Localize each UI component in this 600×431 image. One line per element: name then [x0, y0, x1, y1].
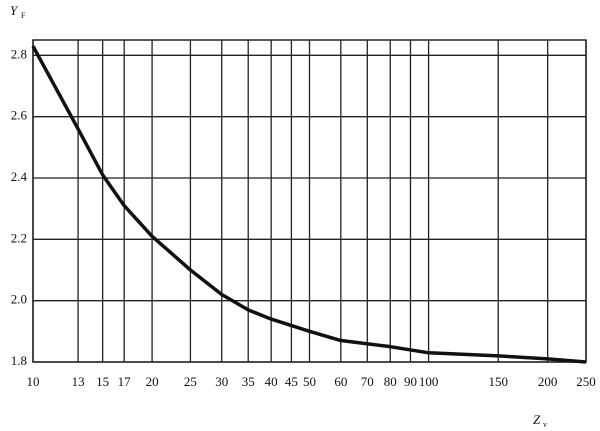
y-axis-label: Y [10, 3, 19, 18]
x-tick-label: 40 [265, 374, 278, 389]
x-tick-label: 10 [27, 374, 40, 389]
x-tick-label: 80 [384, 374, 397, 389]
x-tick-label: 15 [96, 374, 109, 389]
y-tick-label: 2.2 [11, 230, 27, 245]
x-tick-label: 25 [184, 374, 197, 389]
y-tick-label: 2.0 [11, 292, 27, 307]
x-tick-label: 50 [303, 374, 316, 389]
y-tick-label: 1.8 [11, 353, 27, 368]
y-tick-label: 2.6 [11, 108, 28, 123]
y-tick-label: 2.8 [11, 46, 27, 61]
y-tick-label: 2.4 [11, 169, 28, 184]
x-tick-label: 150 [488, 374, 508, 389]
x-tick-label: 250 [576, 374, 596, 389]
x-tick-label: 60 [334, 374, 347, 389]
x-tick-label: 30 [215, 374, 228, 389]
x-tick-label: 90 [404, 374, 417, 389]
x-tick-label: 13 [72, 374, 85, 389]
x-axis-label-sub: v [543, 420, 547, 429]
x-tick-label: 70 [361, 374, 374, 389]
data-line [31, 45, 587, 364]
x-tick-label: 100 [419, 374, 439, 389]
x-tick-label: 200 [538, 374, 558, 389]
y-axis-label-sub: F [21, 11, 26, 20]
x-axis-label: Z [533, 412, 541, 427]
x-tick-label: 35 [242, 374, 255, 389]
x-tick-label: 20 [146, 374, 159, 389]
x-tick-label: 45 [285, 374, 298, 389]
x-tick-label: 17 [118, 374, 132, 389]
